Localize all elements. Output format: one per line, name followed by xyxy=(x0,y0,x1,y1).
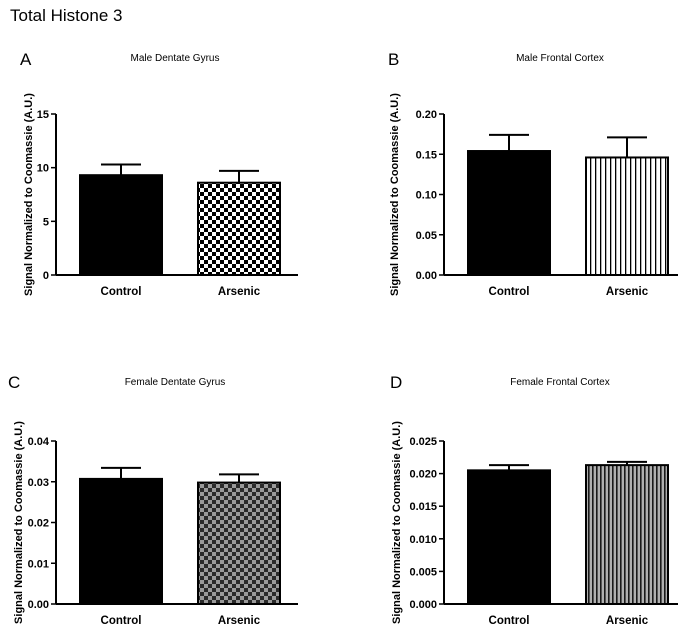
bar-arsenic xyxy=(585,156,669,276)
panel-title: Female Frontal Cortex xyxy=(510,377,609,388)
y-tick-label: 0.20 xyxy=(416,109,437,121)
y-tick-label: 0.04 xyxy=(28,436,50,448)
y-tick-label: 0.02 xyxy=(28,518,49,530)
x-category-label: Arsenic xyxy=(218,286,261,298)
bar-control xyxy=(467,469,551,605)
panel-letter: A xyxy=(20,50,32,69)
y-tick-label: 0.025 xyxy=(409,436,437,448)
y-axis-label: Signal Normalized to Coomassie (A.U.) xyxy=(389,93,401,296)
bar-arsenic xyxy=(197,481,281,605)
y-tick-label: 0 xyxy=(43,270,49,282)
y-tick-label: 0.00 xyxy=(416,270,437,282)
y-tick-label: 15 xyxy=(37,109,49,121)
bar-control xyxy=(79,174,163,276)
chart-panel-d: D Female Frontal Cortex Signal Normalized … xyxy=(390,373,678,627)
panel-title: Male Dentate Gyrus xyxy=(131,53,220,64)
y-tick-label: 0.020 xyxy=(409,469,437,481)
x-category-label: Arsenic xyxy=(606,286,649,298)
x-category-label: Arsenic xyxy=(606,615,649,627)
y-tick-label: 0.15 xyxy=(416,149,437,161)
panel-letter: B xyxy=(388,50,399,69)
bar-control xyxy=(467,150,551,276)
panel-title: Male Frontal Cortex xyxy=(516,53,604,64)
y-tick-label: 0.01 xyxy=(28,558,49,570)
chart-panel-c: C Female Dentate Gyrus Signal Normalized t… xyxy=(8,373,298,627)
y-tick-label: 0.00 xyxy=(28,599,49,611)
bar-arsenic xyxy=(585,464,669,605)
y-axis-label: Signal Normalized to Coomassie (A.U.) xyxy=(391,421,403,624)
x-category-label: Control xyxy=(101,286,142,298)
y-tick-label: 0.000 xyxy=(409,599,437,611)
y-tick-label: 5 xyxy=(43,216,49,228)
panel-letter: C xyxy=(8,373,20,392)
y-axis-label: Signal Normalized to Coomassie (A.U.) xyxy=(13,421,25,624)
y-tick-label: 10 xyxy=(37,163,49,175)
y-tick-label: 0.10 xyxy=(416,190,437,202)
figure-title: Total Histone 3 xyxy=(10,6,123,25)
y-tick-label: 0.010 xyxy=(409,534,437,546)
bar-arsenic xyxy=(197,181,281,276)
x-category-label: Control xyxy=(101,615,142,627)
y-tick-label: 0.005 xyxy=(409,566,437,578)
chart-panel-b: B Male Frontal Cortex Signal Normalized to… xyxy=(388,50,678,298)
y-tick-label: 0.03 xyxy=(28,477,49,489)
chart-panel-a: A Male Dentate Gyrus Signal Normalized to … xyxy=(20,50,298,298)
panel-title: Female Dentate Gyrus xyxy=(125,377,226,388)
panel-letter: D xyxy=(390,373,402,392)
y-tick-label: 0.05 xyxy=(416,230,437,242)
x-category-label: Control xyxy=(489,615,530,627)
y-axis-label: Signal Normalized to Coomassie (A.U.) xyxy=(23,93,35,296)
y-tick-label: 0.015 xyxy=(409,501,437,513)
bar-control xyxy=(79,477,163,605)
x-category-label: Arsenic xyxy=(218,615,261,627)
x-category-label: Control xyxy=(489,286,530,298)
